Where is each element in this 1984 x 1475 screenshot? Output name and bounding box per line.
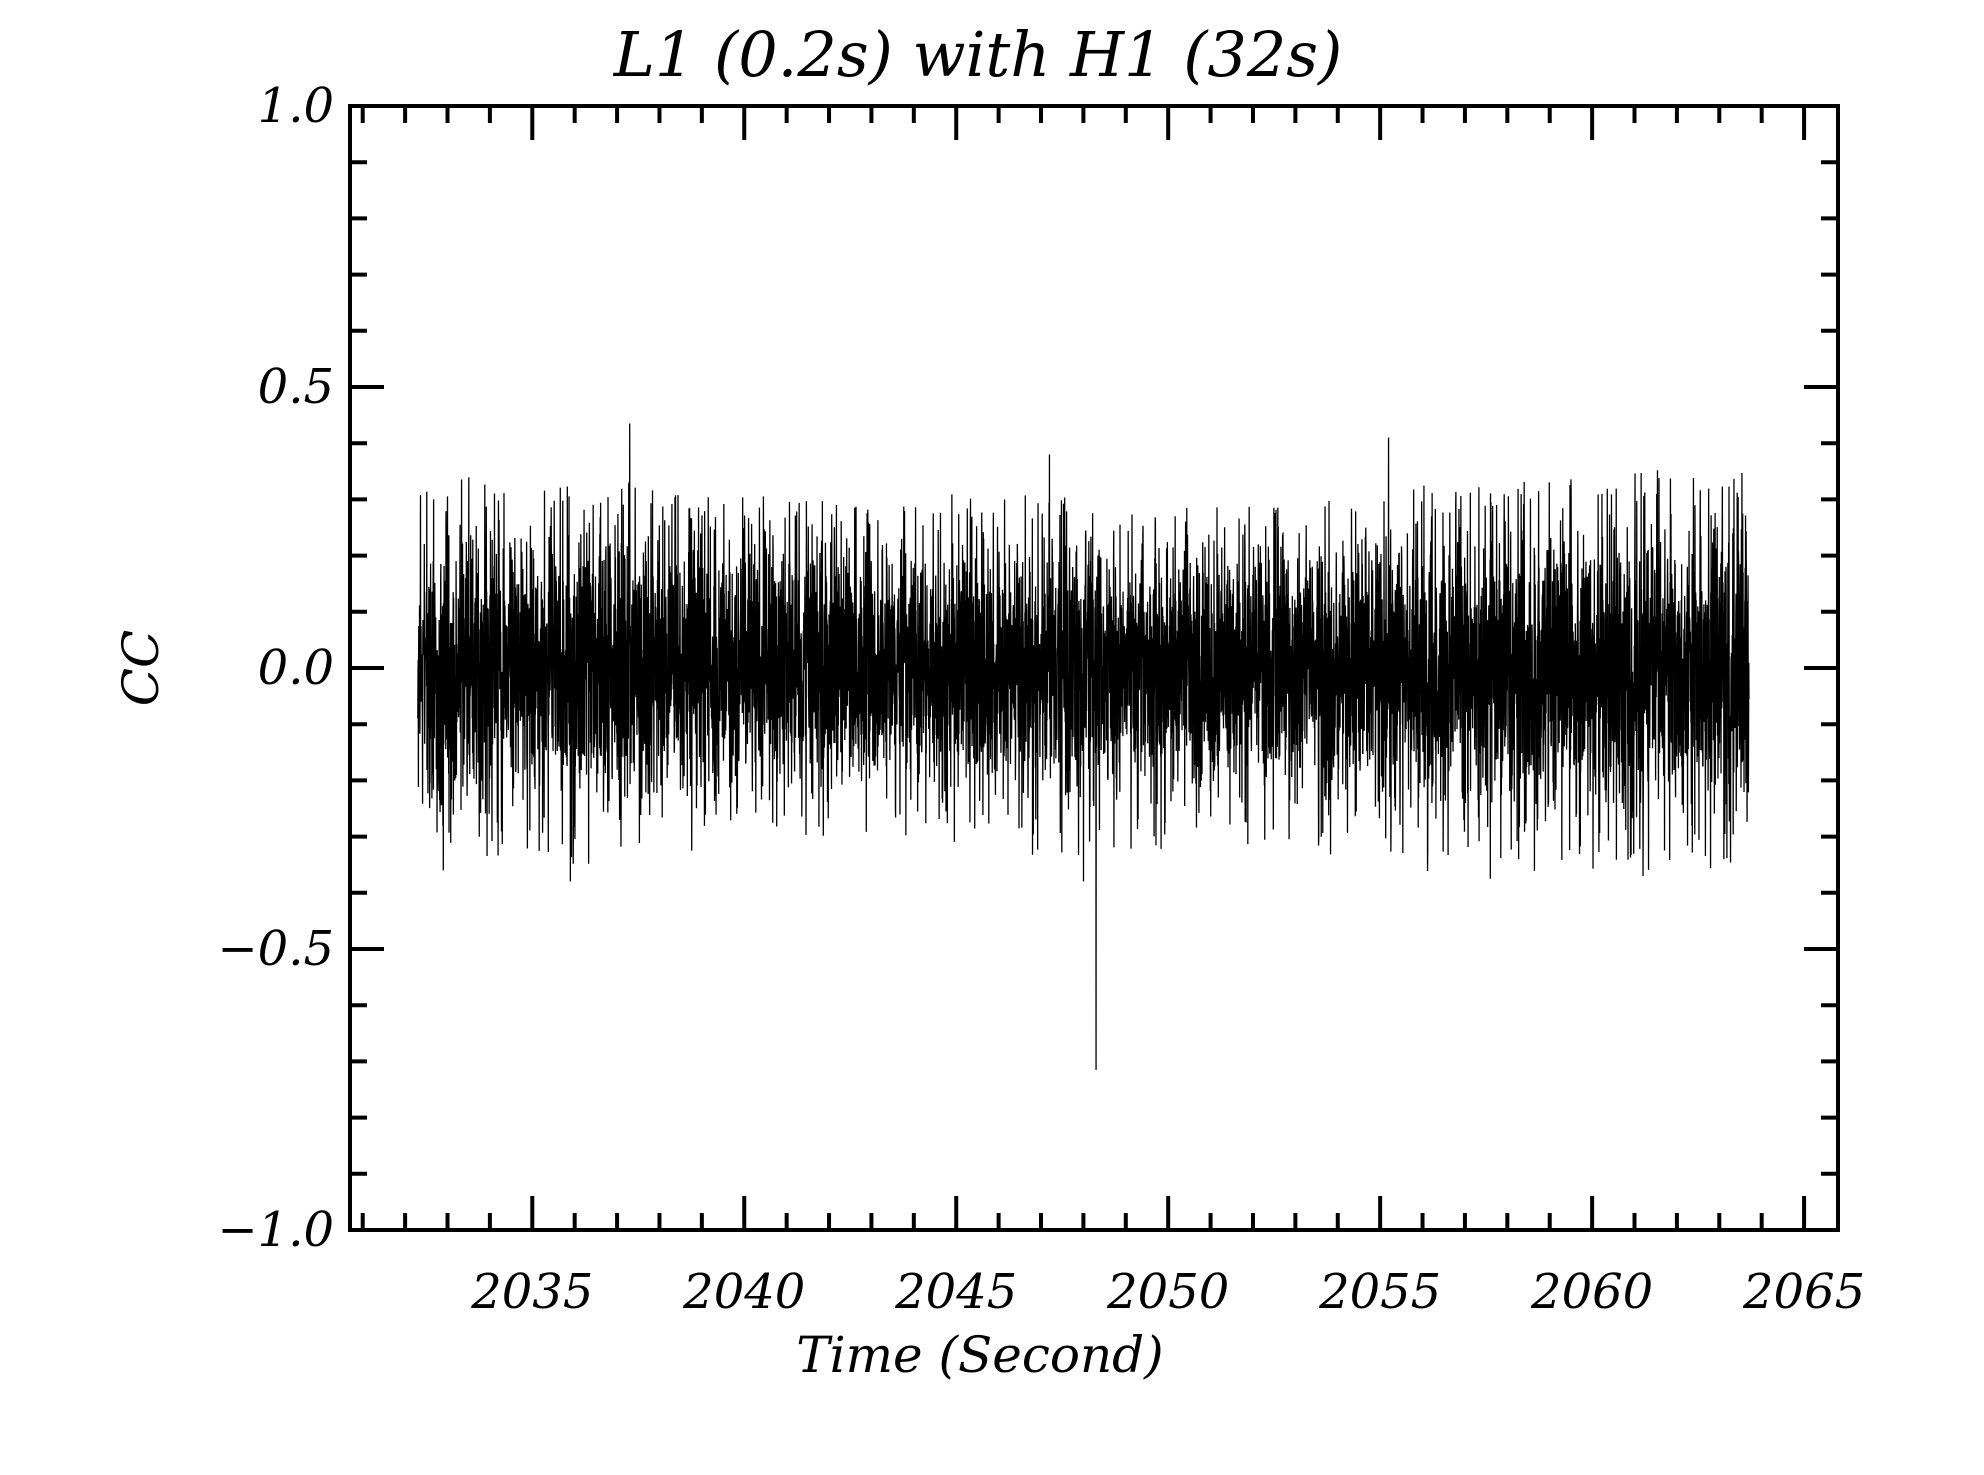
y-axis-label: CC (112, 630, 170, 707)
y-tick-label: 0.0 (258, 640, 334, 696)
y-tick-label: 0.5 (258, 359, 334, 415)
x-tick-labels: 2035 2040 2045 2050 2055 2060 2065 (470, 1264, 1865, 1320)
y-tick-labels: −1.0 −0.5 0.0 0.5 1.0 (217, 78, 334, 1258)
x-tick-label: 2050 (1106, 1264, 1229, 1320)
x-tick-label: 2055 (1318, 1264, 1441, 1320)
series-line (417, 423, 1750, 1070)
series-path (417, 423, 1750, 1070)
x-tick-label: 2065 (1742, 1264, 1865, 1320)
y-tick-label: −0.5 (217, 921, 334, 977)
plot-frame (348, 104, 1840, 1232)
x-tick-label: 2035 (470, 1264, 593, 1320)
x-axis-label: Time (Second) (796, 1326, 1163, 1384)
x-tick-label: 2040 (682, 1264, 805, 1320)
x-tick-label: 2045 (894, 1264, 1017, 1320)
x-tick-label: 2060 (1530, 1264, 1653, 1320)
y-tick-label: −1.0 (217, 1202, 334, 1258)
chart-title: L1 (0.2s) with H1 (32s) (613, 18, 1343, 91)
x-axis-ticks (360, 106, 1807, 1230)
y-tick-label: 1.0 (258, 78, 334, 134)
